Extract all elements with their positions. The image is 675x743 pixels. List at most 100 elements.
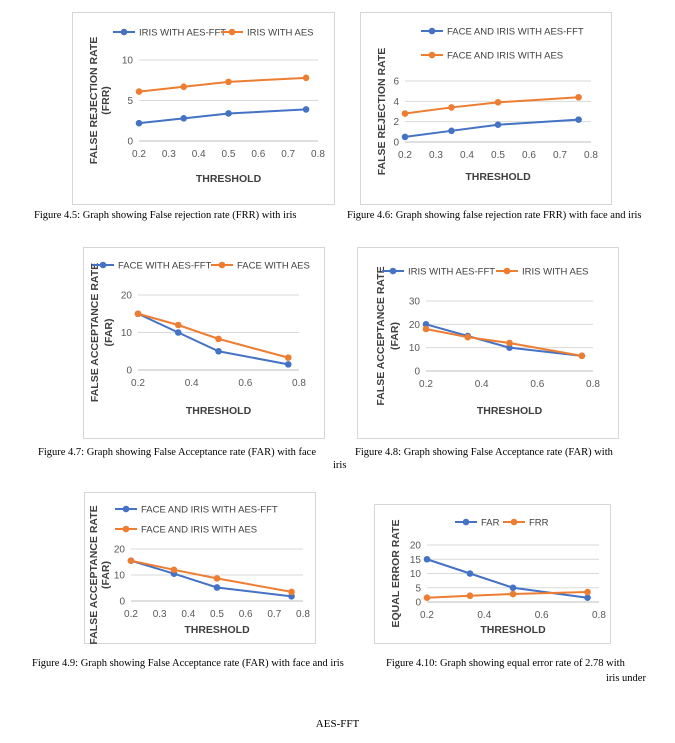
y-tick-label: 0 <box>127 137 133 148</box>
x-tick-label: 0.3 <box>153 609 167 620</box>
data-point-1 <box>288 588 295 596</box>
y-axis-title: FALSE REJECTION RATE (FRR) <box>88 37 112 165</box>
x-tick-label: 0.8 <box>592 610 606 621</box>
caption-figure-4-5: Figure 4.5: Graph showing False rejectio… <box>34 210 297 221</box>
data-point-1 <box>302 74 310 82</box>
legend-label: FACE AND IRIS WITH AES-FFT <box>447 27 584 38</box>
x-tick-label: 0.6 <box>251 149 265 160</box>
x-tick-label: 0.4 <box>181 609 195 620</box>
data-point-0 <box>135 119 143 127</box>
y-axis-title: FALSE REJECTION RATE <box>376 48 388 176</box>
data-point-1 <box>422 325 430 333</box>
legend-marker <box>218 261 226 269</box>
data-point-0 <box>448 127 455 135</box>
x-tick-label: 0.8 <box>586 379 600 390</box>
chart-far-face: 0 10 20 0.2 0.4 0.6 0.8 THRESHOLD FALSE ACCEPTAN… <box>83 247 325 439</box>
y-tick-label: 0 <box>119 597 125 608</box>
legend-label: FRR <box>529 518 549 529</box>
x-tick-label: 0.6 <box>535 610 549 621</box>
data-point-1 <box>423 594 431 602</box>
data-point-0 <box>506 344 513 351</box>
x-tick-label: 0.7 <box>281 149 295 160</box>
data-point-1 <box>174 321 182 329</box>
legend-marker <box>428 51 436 59</box>
x-axis-title: THRESHOLD <box>186 405 252 417</box>
y-tick-label: 10 <box>114 571 126 582</box>
footer-text: AES-FFT <box>315 718 360 730</box>
data-point-0 <box>575 116 582 123</box>
x-tick-label: 0.2 <box>398 150 412 161</box>
legend-label: IRIS WITH AES <box>247 28 314 39</box>
data-point-1 <box>215 335 222 343</box>
data-point-1 <box>448 104 455 111</box>
y-axis-title: EQUAL ERROR RATE <box>390 519 402 627</box>
chart-frr-face-iris: 0 2 4 6 0.2 0.3 0.4 0.5 0.6 0.7 0.8 THRESHOLD FALSE … <box>360 12 612 205</box>
x-tick-label: 0.7 <box>267 609 281 620</box>
y-tick-label: 20 <box>114 545 126 556</box>
x-tick-label: 0.2 <box>420 610 434 621</box>
y-axis-title-line: (FAR) <box>389 322 401 350</box>
x-tick-label: 0.3 <box>429 150 443 161</box>
x-axis-title: THRESHOLD <box>477 405 543 417</box>
caption-figure-4-9: Figure 4.9: Graph showing False Acceptan… <box>32 658 344 669</box>
data-point-1 <box>506 339 513 347</box>
y-tick-label: 0 <box>414 367 420 378</box>
legend-label: FACE AND IRIS WITH AES <box>141 525 257 536</box>
y-tick-label: 5 <box>127 96 133 107</box>
data-point-0 <box>422 321 430 328</box>
x-axis-title: THRESHOLD <box>196 173 262 185</box>
series-line-1 <box>426 591 588 599</box>
y-axis-title-line: (FAR) <box>103 319 115 347</box>
y-tick-label: 6 <box>393 77 399 88</box>
x-tick-label: 0.8 <box>311 149 325 160</box>
y-tick-label: 5 <box>415 583 421 594</box>
data-point-1 <box>575 93 582 101</box>
y-tick-label: 20 <box>121 291 133 302</box>
x-tick-label: 0.8 <box>584 150 598 161</box>
y-axis-title-text: EQUAL ERROR RATE <box>390 519 402 627</box>
y-tick-label: 10 <box>122 56 134 67</box>
legend-marker <box>120 28 128 36</box>
data-point-1 <box>213 575 221 582</box>
caption-figure-4-7: Figure 4.7: Graph showing False Acceptan… <box>38 447 316 458</box>
data-point-0 <box>401 133 409 141</box>
series-line-1 <box>138 76 307 93</box>
data-point-1 <box>584 588 591 596</box>
y-tick-label: 10 <box>121 328 133 339</box>
data-point-1 <box>494 99 502 106</box>
data-point-1 <box>134 310 142 318</box>
series-line-0 <box>425 323 582 357</box>
legend-marker <box>510 518 518 526</box>
y-tick-label: 15 <box>410 555 422 566</box>
legend-label: FAR <box>481 518 500 529</box>
data-point-0 <box>215 347 222 355</box>
legend-label: FACE AND IRIS WITH AES <box>447 51 563 62</box>
data-point-1 <box>509 590 517 598</box>
y-tick-label: 10 <box>410 569 422 580</box>
chart-equal-error-rate: 0 5 10 15 20 0.2 0.4 0.6 0.8 THRESHOLD EQUAL ERROR… <box>374 504 611 644</box>
data-point-0 <box>174 329 182 336</box>
x-tick-label: 0.8 <box>292 378 306 389</box>
y-tick-label: 0 <box>126 366 132 377</box>
x-tick-label: 0.4 <box>460 150 474 161</box>
x-tick-label: 0.4 <box>475 379 489 390</box>
x-tick-label: 0.2 <box>419 379 433 390</box>
y-axis-title-line: FALSE ACCEPTANCE RATE <box>89 263 101 402</box>
series-line-0 <box>137 312 289 366</box>
y-axis-title-line: (FAR) <box>100 561 112 589</box>
x-tick-label: 0.4 <box>192 149 206 160</box>
chart-far-iris: 0 10 20 30 0.2 0.4 0.6 0.8 THRESHOLD FALSE ACCEPT… <box>357 247 619 439</box>
data-point-1 <box>135 88 143 95</box>
legend-label: IRIS WITH AES-FFT <box>139 28 226 39</box>
x-tick-label: 0.2 <box>124 609 138 620</box>
legend-marker <box>428 27 436 35</box>
legend-label: IRIS WITH AES-FFT <box>408 267 495 278</box>
y-axis-title-line: FALSE ACCEPTANCE RATE <box>88 505 100 644</box>
data-point-0 <box>180 115 188 122</box>
data-point-0 <box>284 361 292 368</box>
legend-marker <box>462 518 470 526</box>
data-point-1 <box>170 566 178 574</box>
x-axis-title: THRESHOLD <box>465 171 531 183</box>
x-tick-label: 0.5 <box>222 149 236 160</box>
caption-figure-4-10-continuation: iris under <box>606 673 646 684</box>
